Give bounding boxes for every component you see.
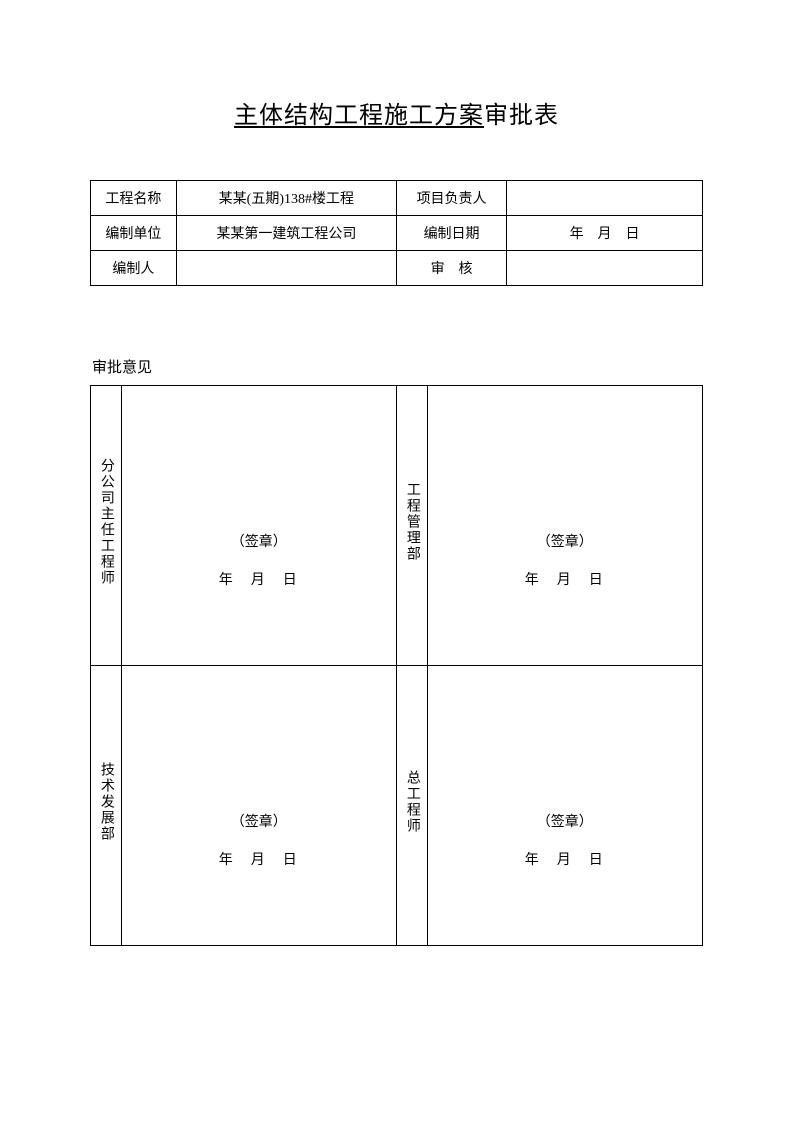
table-row: 编制单位 某某第一建筑工程公司 编制日期 年 月 日 <box>91 216 703 251</box>
signature-date: 年 月 日 <box>122 849 396 869</box>
role-text: 工程管理部 <box>403 482 421 562</box>
info-label: 编制日期 <box>396 216 506 251</box>
signature-label: （签章） <box>428 531 702 551</box>
signature-date: 年 月 日 <box>428 569 702 589</box>
info-table: 工程名称 某某(五期)138#楼工程 项目负责人 编制单位 某某第一建筑工程公司… <box>90 180 703 286</box>
approval-content-cell: （签章） 年 月 日 <box>427 666 702 946</box>
table-row: 工程名称 某某(五期)138#楼工程 项目负责人 <box>91 181 703 216</box>
signature-label: （签章） <box>428 811 702 831</box>
table-row: 分公司主任工程师 （签章） 年 月 日 工程管理部 （签章） 年 月 日 <box>91 386 703 666</box>
table-row: 编制人 审 核 <box>91 251 703 286</box>
approval-content-cell: （签章） 年 月 日 <box>121 386 396 666</box>
approval-role-label: 技术发展部 <box>91 666 122 946</box>
signature-label: （签章） <box>122 531 396 551</box>
approval-section-label: 审批意见 <box>92 356 703 377</box>
role-text: 总工程师 <box>403 770 421 834</box>
approval-content-cell: （签章） 年 月 日 <box>121 666 396 946</box>
title-plain: 审批表 <box>484 103 559 129</box>
title-underlined: 主体结构工程施工方案 <box>234 103 484 129</box>
table-row: 技术发展部 （签章） 年 月 日 总工程师 （签章） 年 月 日 <box>91 666 703 946</box>
signature-date: 年 月 日 <box>122 569 396 589</box>
approval-role-label: 分公司主任工程师 <box>91 386 122 666</box>
info-value: 年 月 日 <box>507 216 703 251</box>
approval-table: 分公司主任工程师 （签章） 年 月 日 工程管理部 （签章） 年 月 日 技术发… <box>90 385 703 946</box>
role-text: 分公司主任工程师 <box>97 458 115 586</box>
signature-block: （签章） 年 月 日 <box>428 531 702 589</box>
info-value <box>176 251 396 286</box>
info-value: 某某第一建筑工程公司 <box>176 216 396 251</box>
signature-date: 年 月 日 <box>428 849 702 869</box>
approval-role-label: 工程管理部 <box>396 386 427 666</box>
page-title: 主体结构工程施工方案审批表 <box>90 95 703 130</box>
info-value: 某某(五期)138#楼工程 <box>176 181 396 216</box>
role-text: 技术发展部 <box>97 762 115 842</box>
info-value <box>507 251 703 286</box>
approval-content-cell: （签章） 年 月 日 <box>427 386 702 666</box>
signature-block: （签章） 年 月 日 <box>428 811 702 869</box>
signature-label: （签章） <box>122 811 396 831</box>
info-label: 工程名称 <box>91 181 177 216</box>
info-label: 编制人 <box>91 251 177 286</box>
signature-block: （签章） 年 月 日 <box>122 811 396 869</box>
approval-role-label: 总工程师 <box>396 666 427 946</box>
info-value <box>507 181 703 216</box>
signature-block: （签章） 年 月 日 <box>122 531 396 589</box>
info-label: 审 核 <box>396 251 506 286</box>
info-label: 编制单位 <box>91 216 177 251</box>
info-label: 项目负责人 <box>396 181 506 216</box>
